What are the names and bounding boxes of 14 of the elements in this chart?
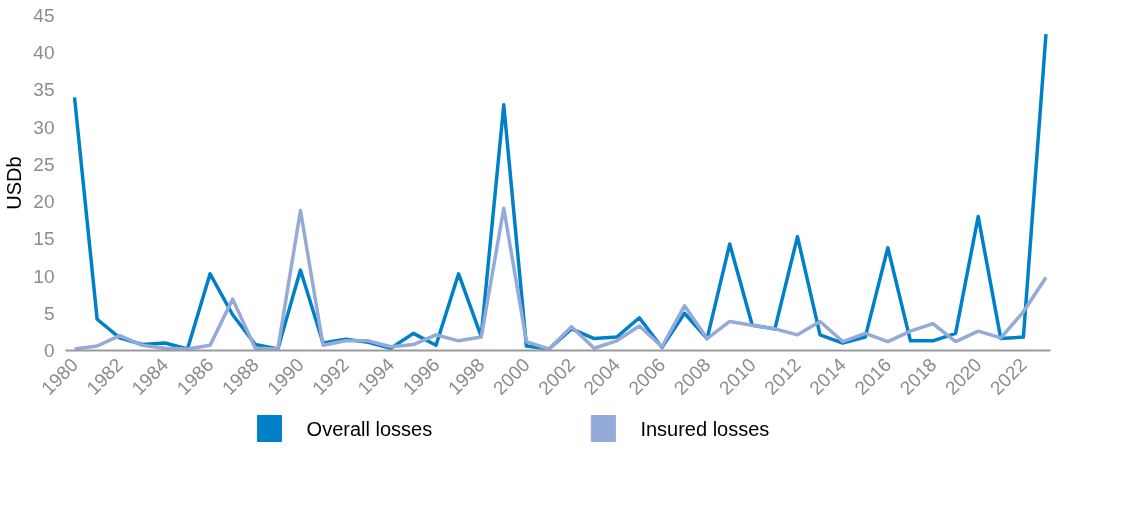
y-tick-label: 35 (33, 79, 55, 101)
y-tick-label: 40 (33, 42, 55, 64)
y-tick-label: 0 (43, 340, 55, 361)
y-axis-title: USDb (3, 156, 26, 210)
legend-label: Insured losses (640, 417, 770, 440)
y-tick-label: 20 (33, 191, 55, 213)
y-tick-label: 15 (33, 228, 55, 250)
legend-label: Overall losses (306, 417, 433, 440)
y-tick-label: 30 (33, 116, 55, 138)
y-tick-label: 25 (33, 153, 55, 175)
y-tick-label: 10 (33, 265, 55, 287)
line-series (72, 206, 1048, 351)
y-tick-label: 5 (43, 302, 55, 324)
y-tick-label: 45 (33, 5, 55, 26)
